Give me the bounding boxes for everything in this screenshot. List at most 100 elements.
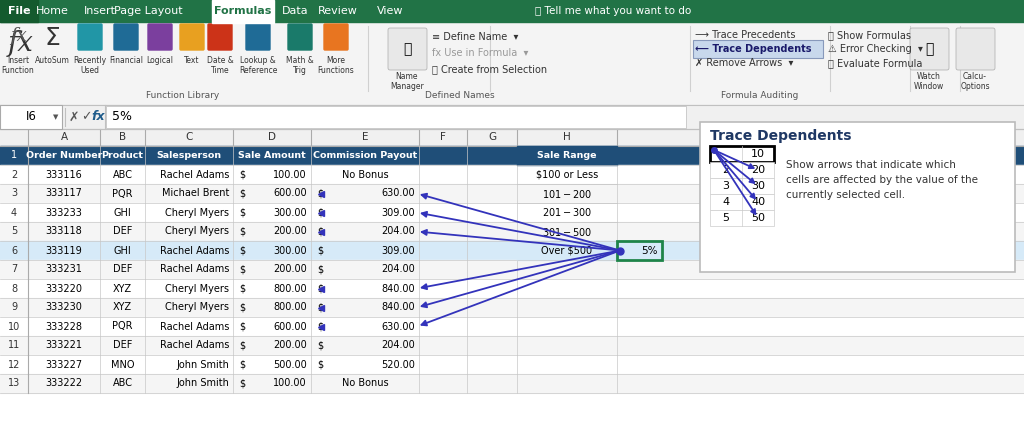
Text: $: $ <box>317 227 324 237</box>
Text: 630.00: 630.00 <box>381 188 415 199</box>
Bar <box>0 22 1024 105</box>
Text: GHI: GHI <box>114 208 131 218</box>
Text: 13: 13 <box>8 378 20 388</box>
Bar <box>0 260 1024 279</box>
Text: Trace Dependents: Trace Dependents <box>710 129 852 143</box>
Text: 3: 3 <box>11 188 17 199</box>
Text: Text: Text <box>184 56 200 65</box>
Text: G: G <box>488 132 496 142</box>
Text: 8: 8 <box>11 283 17 294</box>
Text: No Bonus: No Bonus <box>342 378 388 388</box>
Text: ABC: ABC <box>113 378 132 388</box>
Bar <box>517 241 617 260</box>
Text: fx Use in Formula  ▾: fx Use in Formula ▾ <box>432 48 528 58</box>
FancyBboxPatch shape <box>910 28 949 70</box>
Text: ▼: ▼ <box>53 114 58 120</box>
Text: 30: 30 <box>751 181 765 191</box>
Bar <box>0 105 1024 129</box>
Text: $100 or Less: $100 or Less <box>536 169 598 179</box>
Text: 204.00: 204.00 <box>381 264 415 274</box>
Text: Rachel Adams: Rachel Adams <box>160 341 229 350</box>
Text: 800.00: 800.00 <box>273 283 307 294</box>
Bar <box>0 279 1024 298</box>
Text: Σ: Σ <box>44 26 60 50</box>
Bar <box>0 146 1024 165</box>
Text: 7: 7 <box>11 264 17 274</box>
Text: 333222: 333222 <box>45 378 83 388</box>
Text: Over $500: Over $500 <box>542 246 593 255</box>
Text: MNO: MNO <box>111 359 134 369</box>
Text: Formulas: Formulas <box>214 6 271 16</box>
Text: Lookup &
Reference: Lookup & Reference <box>239 56 278 75</box>
Text: 309.00: 309.00 <box>381 246 415 255</box>
Text: $: $ <box>317 302 324 313</box>
Text: 333220: 333220 <box>45 283 83 294</box>
Bar <box>0 0 38 22</box>
Text: 309.00: 309.00 <box>381 208 415 218</box>
FancyBboxPatch shape <box>956 28 995 70</box>
Text: Calcu-
Options: Calcu- Options <box>961 72 990 92</box>
Text: Page Layout: Page Layout <box>114 6 182 16</box>
Text: 333116: 333116 <box>46 169 82 179</box>
Text: 100.00: 100.00 <box>273 378 307 388</box>
Text: $: $ <box>239 246 245 255</box>
Text: B: B <box>119 132 126 142</box>
Text: $101-$200: $101-$200 <box>542 187 592 200</box>
Text: 333233: 333233 <box>45 208 83 218</box>
Text: Review: Review <box>318 6 358 16</box>
Text: $: $ <box>317 208 324 218</box>
Text: 630.00: 630.00 <box>381 322 415 332</box>
Text: 11: 11 <box>8 341 20 350</box>
Text: ✓: ✓ <box>81 111 91 123</box>
Text: Cheryl Myers: Cheryl Myers <box>165 208 229 218</box>
Text: 👓: 👓 <box>925 42 933 56</box>
Text: 5%: 5% <box>112 111 132 123</box>
Text: 600.00: 600.00 <box>273 188 307 199</box>
Text: $: $ <box>317 283 324 294</box>
Text: Function Library: Function Library <box>146 91 219 100</box>
Text: $: $ <box>317 341 324 350</box>
Text: Home: Home <box>36 6 69 16</box>
Text: Order Number: Order Number <box>26 151 102 160</box>
Bar <box>0 203 1024 222</box>
Text: $201-$300: $201-$300 <box>542 206 592 218</box>
Text: 333230: 333230 <box>45 302 83 313</box>
Text: Insert
Function: Insert Function <box>2 56 35 75</box>
Text: 📊 Show Formulas: 📊 Show Formulas <box>828 30 911 40</box>
Text: $: $ <box>239 322 245 332</box>
Text: fx: fx <box>91 111 104 123</box>
Text: 9: 9 <box>11 302 17 313</box>
Text: C: C <box>185 132 193 142</box>
Text: PQR: PQR <box>113 322 133 332</box>
Bar <box>0 241 1024 260</box>
FancyBboxPatch shape <box>180 24 204 50</box>
Text: 200.00: 200.00 <box>273 341 307 350</box>
Text: 204.00: 204.00 <box>381 227 415 237</box>
Text: E: E <box>361 132 369 142</box>
Text: 840.00: 840.00 <box>381 283 415 294</box>
Bar <box>0 336 1024 355</box>
Text: Watch
Window: Watch Window <box>913 72 944 92</box>
Text: 💡 Tell me what you want to do: 💡 Tell me what you want to do <box>535 6 691 16</box>
Text: $: $ <box>317 359 324 369</box>
Text: $: $ <box>317 322 324 332</box>
Text: $: $ <box>239 188 245 199</box>
Bar <box>617 241 662 260</box>
Text: fx: fx <box>9 27 27 45</box>
Text: 4: 4 <box>723 197 729 207</box>
Text: 200.00: 200.00 <box>273 264 307 274</box>
Text: DEF: DEF <box>113 264 132 274</box>
Bar <box>212 0 274 23</box>
Text: $: $ <box>317 188 324 199</box>
Text: 333228: 333228 <box>45 322 83 332</box>
FancyBboxPatch shape <box>148 24 172 50</box>
Text: XYZ: XYZ <box>113 283 132 294</box>
Text: 50: 50 <box>751 213 765 223</box>
Bar <box>0 298 1024 317</box>
Text: File: File <box>8 6 31 16</box>
Text: No Bonus: No Bonus <box>342 169 388 179</box>
Text: A: A <box>60 132 68 142</box>
Text: PQR: PQR <box>113 188 133 199</box>
Text: 600.00: 600.00 <box>273 322 307 332</box>
Text: Recently
Used: Recently Used <box>74 56 106 75</box>
